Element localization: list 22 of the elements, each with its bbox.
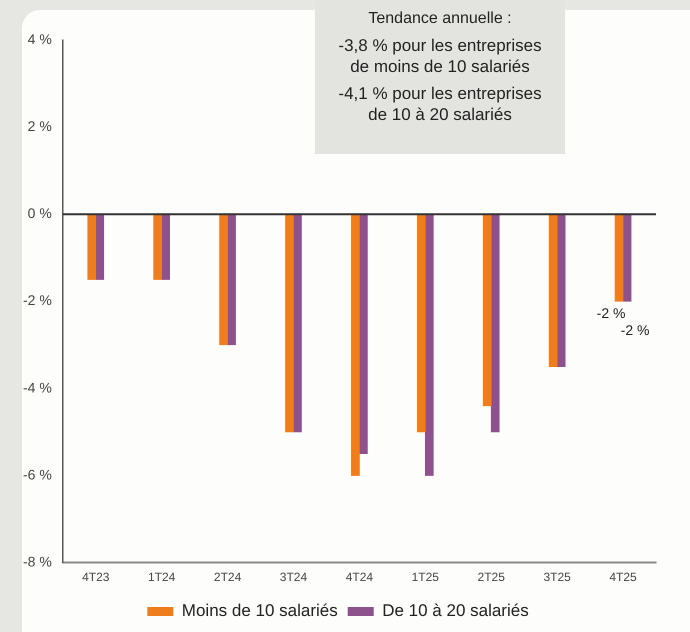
data-label: -2 %: [596, 305, 626, 322]
y-tick-label: -8 %: [22, 553, 52, 570]
annotation: -4,1 % pour les entreprises de 10 à 20 salariés: [337, 83, 543, 125]
x-tick-label: 1T24: [148, 570, 176, 584]
x-tick-label: 3T24: [280, 570, 308, 584]
y-tick-label: -2 %: [22, 292, 52, 308]
annotation: -3,8 % pour les entreprises de moins de 10 salariés: [337, 35, 543, 77]
x-tick-label: 4T23: [82, 570, 110, 584]
y-tick-label: 2 %: [28, 118, 52, 134]
x-tick-label: 4T24: [346, 570, 374, 584]
x-tick-label: 2T24: [214, 570, 242, 584]
x-tick-label: 1T25: [412, 570, 440, 584]
x-tick-label: 2T25: [478, 570, 506, 584]
legend-label: De 10 à 20 salariés: [382, 601, 529, 620]
x-tick-label: 4T25: [609, 570, 638, 584]
y-tick-label: -6 %: [22, 466, 52, 482]
y-tick-label: 4 %: [28, 30, 52, 47]
x-tick-label: 3T25: [543, 570, 572, 584]
legend-label: Moins de 10 salariés: [182, 601, 338, 620]
y-tick-label: 0 %: [28, 205, 52, 222]
y-tick-label: -4 %: [22, 379, 52, 396]
data-label: -2 %: [620, 322, 650, 338]
